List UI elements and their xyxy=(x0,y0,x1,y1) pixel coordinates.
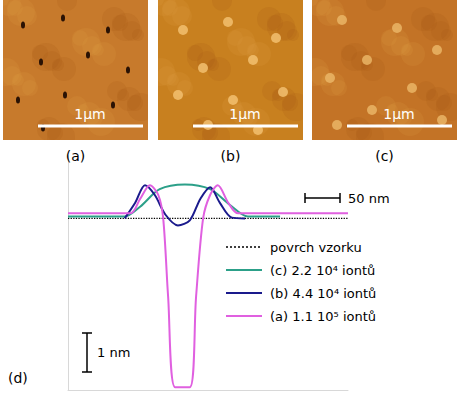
svg-text:1µm: 1µm xyxy=(229,106,260,122)
svg-text:(c) 2.2 10⁴ iontů: (c) 2.2 10⁴ iontů xyxy=(270,263,375,278)
html-text:(c): (c) xyxy=(375,148,394,164)
html-text:(a): (a) xyxy=(65,148,86,164)
svg-text:1 nm: 1 nm xyxy=(97,345,130,360)
svg-text:(a) 1.1 10⁵ iontů: (a) 1.1 10⁵ iontů xyxy=(270,309,376,324)
svg-text:50 nm: 50 nm xyxy=(348,191,390,206)
svg-text:1µm: 1µm xyxy=(74,106,105,122)
html-text:(b): (b) xyxy=(220,148,241,164)
svg-text:povrch vzorku: povrch vzorku xyxy=(270,240,362,255)
svg-text:1µm: 1µm xyxy=(383,106,414,122)
html-text:(d): (d) xyxy=(8,370,28,386)
svg-text:(b) 4.4 10⁴ iontů: (b) 4.4 10⁴ iontů xyxy=(270,286,376,301)
